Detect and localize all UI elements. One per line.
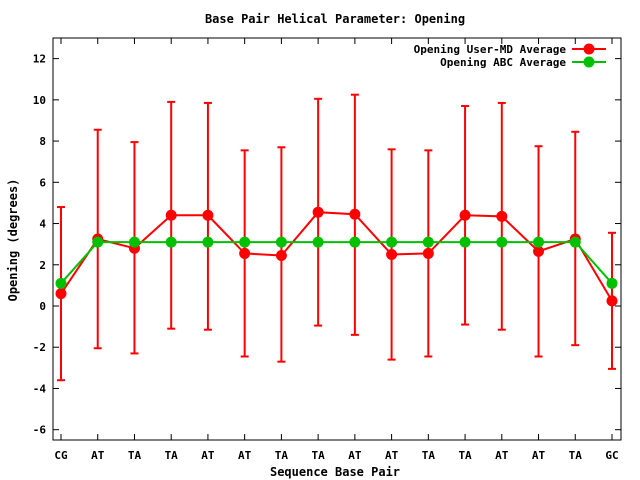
data-point [349,236,361,248]
data-point [349,208,361,220]
data-point [92,236,104,248]
data-point [55,277,67,289]
legend-label: Opening User-MD Average [414,43,567,56]
data-point [239,236,251,248]
data-point [533,236,545,248]
legend-marker [583,43,595,55]
data-point [422,236,434,248]
x-tick-label: TA [569,449,583,462]
y-tick-label: 4 [39,218,46,231]
chart-title: Base Pair Helical Parameter: Opening [205,12,465,26]
x-tick-label: AT [238,449,252,462]
series-line [60,211,613,302]
y-tick-label: 12 [33,53,46,66]
x-tick-label: GC [605,449,618,462]
y-tick-label: 0 [39,300,46,313]
data-point [275,236,287,248]
x-tick-label: AT [385,449,399,462]
data-point [312,206,324,218]
data-point [386,236,398,248]
x-tick-label: AT [91,449,105,462]
y-tick-label: -6 [33,424,47,437]
legend-marker [583,56,595,68]
data-point [459,209,471,221]
x-tick-label: TA [128,449,142,462]
data-point [202,236,214,248]
x-tick-label: TA [165,449,179,462]
x-tick-label: AT [495,449,509,462]
plot-area: -6 -4 -2 0 2 4 6 8 10 12 CG AT TA TA AT AT TA TA AT AT TA TA A… [33,38,621,462]
series-line [60,241,613,284]
y-tick-label: 8 [39,135,46,148]
data-point [496,236,508,248]
y-axis-label: Opening (degrees) [6,179,20,302]
x-tick-label: TA [458,449,472,462]
x-tick-label: AT [532,449,546,462]
x-tick-label: AT [348,449,362,462]
data-point [165,236,177,248]
data-point [275,249,287,261]
y-tick-label: 2 [39,259,46,272]
data-point [606,277,618,289]
data-point [459,236,471,248]
x-tick-label: CG [54,449,68,462]
data-point [569,236,581,248]
data-point [165,209,177,221]
legend-label: Opening ABC Average [440,56,566,69]
data-point [533,245,545,257]
data-point [202,209,214,221]
data-point [606,295,618,307]
x-tick-label: AT [201,449,215,462]
data-point [55,288,67,300]
x-tick-label: TA [422,449,436,462]
data-point [128,236,140,248]
y-tick-label: 10 [33,94,46,107]
y-tick-label: -2 [33,341,46,354]
plot-frame [52,37,622,441]
y-tick-label: 6 [39,176,46,189]
x-tick-label: TA [312,449,326,462]
y-tick-label: -4 [33,382,47,395]
data-point [422,247,434,259]
x-tick-label: TA [275,449,289,462]
data-point [239,247,251,259]
data-point [496,210,508,222]
data-point [386,248,398,260]
x-axis-label: Sequence Base Pair [270,465,400,479]
data-point [312,236,324,248]
